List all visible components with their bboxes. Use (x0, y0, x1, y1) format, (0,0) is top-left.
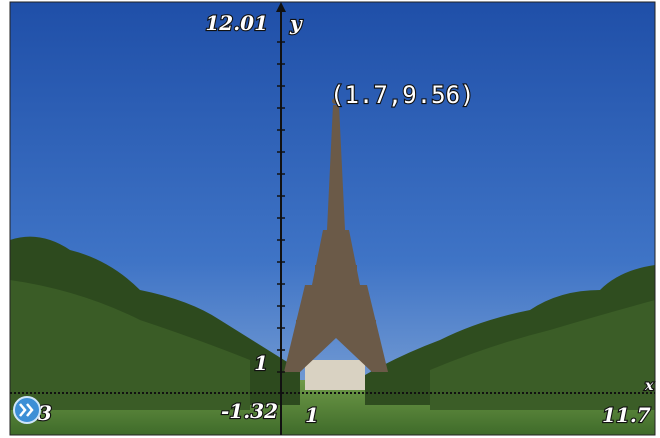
x-max-label: 11.7 (602, 403, 651, 427)
y-min-label: -1.32 (221, 399, 278, 423)
y-axis-label: y (289, 11, 303, 35)
button-circle[interactable] (14, 397, 40, 423)
point-label: (1.7,9.56) (330, 81, 475, 109)
y-max-label: 12.01 (205, 11, 268, 35)
photo-background (10, 2, 655, 435)
x-tick-label: 1 (305, 403, 319, 427)
y-tick-label: 1 (254, 351, 268, 375)
menu-button[interactable] (14, 397, 40, 423)
x-axis-label: x (644, 378, 654, 394)
page: {"graph": {"y_max_label": "12.01", "y_ax… (0, 0, 660, 438)
graph-screen: 12.01 y (1.7,9.56) 1 -1.32 1 11.7 x 3 (0, 0, 660, 438)
